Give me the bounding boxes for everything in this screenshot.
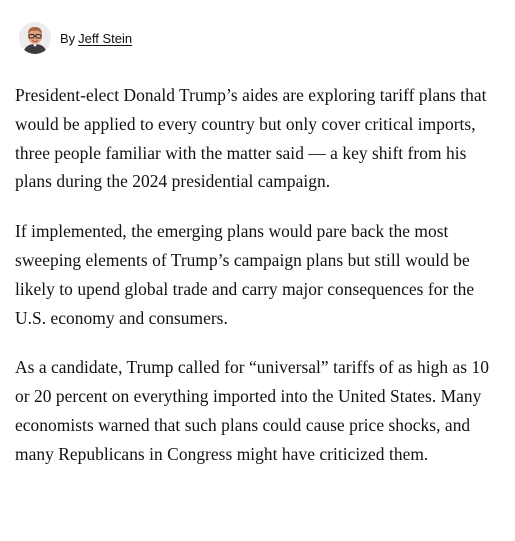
article-paragraph-1: President-elect Donald Trump’s aides are… xyxy=(15,85,487,192)
byline-text: By Jeff Stein xyxy=(60,31,132,47)
article-byline: By Jeff Stein xyxy=(19,21,132,55)
article-paragraph-3: As a candidate, Trump called for “univer… xyxy=(15,357,489,464)
article-body: President-elect Donald Trump’s aides are… xyxy=(15,81,505,490)
author-link[interactable]: Jeff Stein xyxy=(78,30,133,46)
author-avatar[interactable] xyxy=(19,22,51,54)
byline-prefix: By xyxy=(60,30,76,46)
article-paragraph-2: If implemented, the emerging plans would… xyxy=(15,221,475,328)
